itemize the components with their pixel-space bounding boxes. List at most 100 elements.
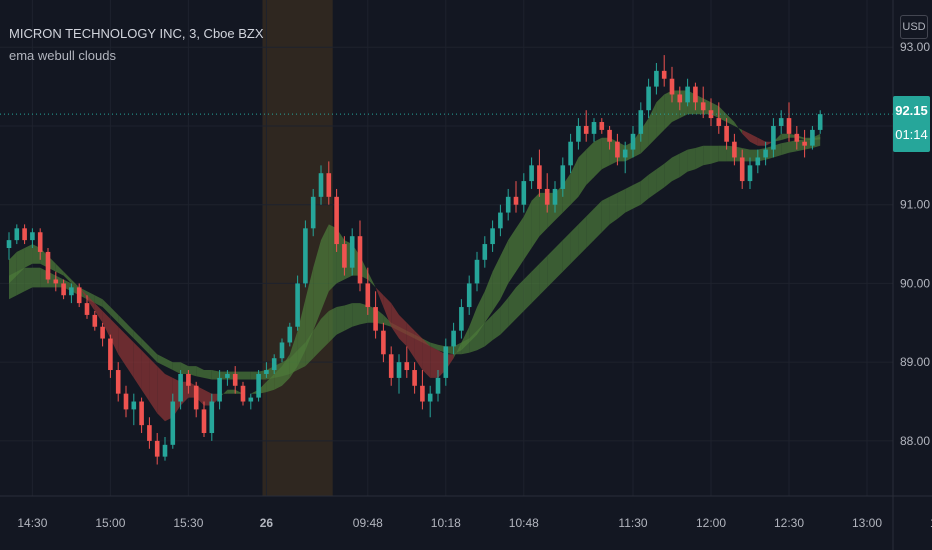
candle-body-96 bbox=[755, 157, 761, 166]
slow-ema-cloud-segment-19 bbox=[157, 354, 165, 367]
candle-body-50 bbox=[396, 362, 402, 378]
candle-body-7 bbox=[61, 283, 66, 296]
fast-ema-cloud-segment-64 bbox=[508, 228, 516, 284]
fast-ema-cloud-segment-95 bbox=[750, 133, 758, 146]
candle-body-31 bbox=[248, 397, 254, 402]
slow-ema-cloud-segment-73 bbox=[578, 216, 587, 256]
slow-ema-cloud-segment-42 bbox=[336, 305, 345, 335]
candle-body-87 bbox=[685, 86, 690, 103]
fast-ema-cloud-segment-36 bbox=[289, 330, 298, 378]
symbol-title[interactable]: MICRON TECHNOLOGY INC, 3, Cboe BZX bbox=[9, 26, 264, 41]
candle-body-73 bbox=[576, 125, 581, 142]
fast-ema-cloud-segment-11 bbox=[94, 303, 103, 323]
slow-ema-cloud-segment-30 bbox=[243, 371, 251, 380]
candle-body-44 bbox=[349, 236, 355, 268]
indicator-label[interactable]: ema webull clouds bbox=[9, 48, 116, 63]
x-tick-label-8: 12:00 bbox=[696, 516, 726, 530]
fast-ema-cloud-segment-96 bbox=[757, 137, 766, 146]
slow-ema-cloud-segment-13 bbox=[110, 307, 119, 323]
fast-ema-cloud-segment-15 bbox=[126, 334, 134, 378]
candle-body-86 bbox=[677, 94, 683, 103]
candle-body-53 bbox=[420, 385, 425, 402]
x-tick-label-2: 15:30 bbox=[173, 516, 203, 530]
fast-ema-cloud-segment-38 bbox=[305, 267, 314, 351]
slow-ema-cloud-segment-15 bbox=[126, 322, 134, 339]
candle-body-32 bbox=[256, 373, 261, 398]
candle-body-66 bbox=[521, 181, 527, 205]
fast-ema-cloud-segment-7 bbox=[63, 271, 72, 284]
fast-ema-cloud-segment-52 bbox=[414, 330, 423, 370]
fast-ema-cloud-segment-13 bbox=[110, 318, 119, 355]
slow-ema-cloud-segment-44 bbox=[352, 303, 360, 327]
slow-ema-cloud-segment-99 bbox=[781, 141, 789, 156]
candle-body-20 bbox=[162, 444, 168, 457]
y-tick-label-1: 89.00 bbox=[900, 355, 930, 369]
candle-body-41 bbox=[326, 173, 332, 197]
fast-ema-cloud-segment-63 bbox=[500, 240, 509, 300]
candle-body-18 bbox=[147, 425, 152, 441]
x-tick-label-10: 13:00 bbox=[852, 516, 882, 530]
fast-ema-cloud-segment-46 bbox=[367, 271, 376, 288]
currency-button[interactable]: USD bbox=[900, 15, 928, 39]
x-tick-label-6: 10:48 bbox=[509, 516, 539, 530]
candle-body-22 bbox=[178, 373, 183, 402]
candle-body-55 bbox=[435, 377, 441, 394]
fast-ema-cloud-segment-1 bbox=[16, 248, 25, 276]
candle-body-33 bbox=[264, 370, 269, 374]
candle-body-94 bbox=[739, 157, 745, 182]
slow-ema-cloud-segment-68 bbox=[539, 255, 548, 296]
slow-ema-cloud-segment-20 bbox=[165, 358, 173, 370]
fast-ema-cloud-segment-67 bbox=[531, 192, 540, 248]
slow-ema-cloud-segment-62 bbox=[492, 307, 501, 341]
fast-ema-cloud-segment-75 bbox=[594, 137, 602, 178]
slow-ema-cloud-segment-75 bbox=[594, 200, 602, 241]
fast-ema-cloud-segment-54 bbox=[430, 346, 438, 378]
candle-body-36 bbox=[287, 326, 293, 343]
slow-ema-cloud-segment-78 bbox=[617, 189, 626, 219]
candle-body-61 bbox=[482, 244, 488, 260]
candle-body-74 bbox=[583, 125, 589, 134]
slow-ema-cloud-segment-77 bbox=[609, 192, 618, 225]
candle-body-58 bbox=[459, 307, 464, 331]
fast-ema-cloud-segment-48 bbox=[383, 295, 392, 327]
fast-ema-cloud-segment-37 bbox=[297, 299, 306, 367]
candle-body-103 bbox=[810, 129, 815, 146]
fast-ema-cloud-segment-58 bbox=[461, 326, 470, 351]
slow-ema-cloud-segment-65 bbox=[516, 279, 524, 319]
candle-body-91 bbox=[716, 118, 722, 126]
y-tick-label-0: 88.00 bbox=[900, 434, 930, 448]
slow-ema-cloud-segment-48 bbox=[383, 314, 392, 327]
slow-ema-cloud-segment-90 bbox=[711, 145, 719, 164]
candle-body-62 bbox=[490, 228, 495, 245]
fast-ema-cloud-segment-76 bbox=[601, 137, 610, 170]
candle-body-93 bbox=[732, 141, 737, 158]
fast-ema-cloud-segment-61 bbox=[484, 271, 493, 323]
candle-body-90 bbox=[708, 110, 714, 119]
fast-ema-cloud-segment-33 bbox=[266, 374, 275, 393]
x-tick-label-5: 10:18 bbox=[431, 516, 461, 530]
candle-body-68 bbox=[537, 165, 542, 189]
candle-body-45 bbox=[357, 236, 363, 284]
slow-ema-cloud-segment-86 bbox=[679, 149, 688, 178]
candle-body-51 bbox=[404, 362, 410, 371]
candle-body-26 bbox=[209, 401, 215, 434]
slow-ema-cloud-segment-72 bbox=[570, 224, 579, 264]
fast-ema-cloud-segment-29 bbox=[235, 389, 243, 394]
slow-ema-cloud-segment-82 bbox=[648, 169, 657, 199]
fast-ema-cloud-segment-93 bbox=[734, 122, 743, 134]
candle-body-13 bbox=[108, 338, 113, 371]
slow-ema-cloud-segment-61 bbox=[484, 314, 493, 347]
candle-body-5 bbox=[45, 251, 51, 280]
fast-ema-cloud-segment-74 bbox=[586, 141, 594, 185]
slow-ema-cloud-segment-88 bbox=[695, 145, 704, 170]
candle-body-92 bbox=[724, 125, 729, 142]
fast-ema-cloud-segment-40 bbox=[321, 224, 329, 311]
bar-countdown: 01:14 bbox=[895, 127, 928, 142]
slow-ema-cloud-segment-91 bbox=[718, 145, 727, 162]
fast-ema-cloud-segment-57 bbox=[453, 342, 462, 359]
candle-body-24 bbox=[193, 385, 199, 410]
slow-ema-cloud-segment-2 bbox=[24, 267, 33, 292]
slow-ema-cloud-segment-69 bbox=[547, 248, 555, 288]
candle-body-69 bbox=[544, 188, 550, 205]
